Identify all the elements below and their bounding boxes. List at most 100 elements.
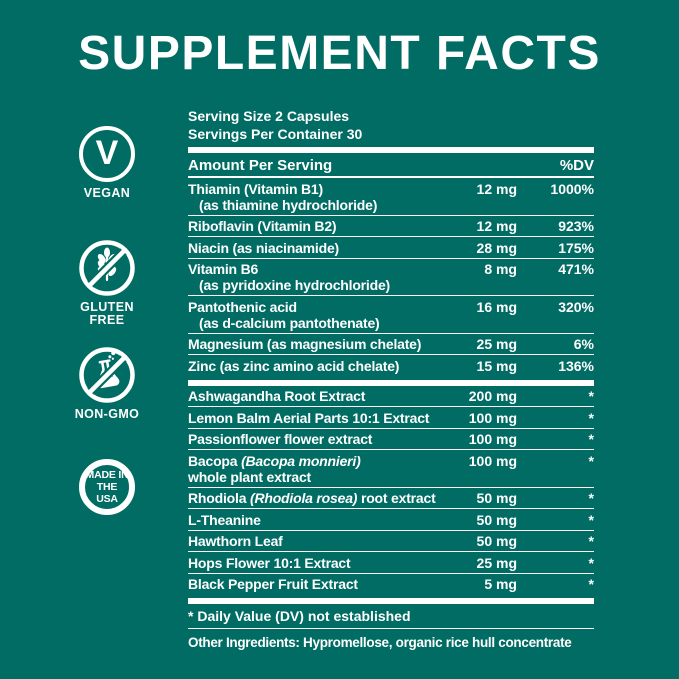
table-row: Magnesium (as magnesium chelate) 25 mg 6% bbox=[188, 334, 594, 355]
amount-value: 50 mg bbox=[476, 490, 517, 506]
dv-value: 175% bbox=[558, 239, 594, 256]
dv-value: 471% bbox=[558, 261, 594, 277]
ingredient-name: Magnesium (as magnesium chelate) bbox=[188, 336, 445, 352]
ingredient-name-part: Ashwagandha Root Extract bbox=[188, 388, 366, 404]
table-row: Niacin (as niacinamide) 28 mg 175% bbox=[188, 237, 594, 259]
dv-value: * bbox=[588, 431, 594, 447]
serving-size-line: Serving Size 2 Capsules bbox=[188, 108, 350, 124]
badge-non-gmo: NON-GMO bbox=[66, 347, 148, 421]
ingredient-name: Rhodiola (Rhodiola rosea) root extract bbox=[188, 490, 445, 506]
ingredient-name-part: L-Theanine bbox=[188, 511, 261, 528]
ingredient-name-cell: L-Theanine bbox=[188, 512, 445, 528]
table-row: L-Theanine 50 mg * bbox=[188, 509, 594, 531]
amount-per-serving-header: Amount Per Serving bbox=[188, 157, 333, 174]
ingredient-name: L-Theanine bbox=[188, 512, 445, 528]
ingredient-sub-name: whole plant extract bbox=[188, 468, 312, 485]
table-row: Rhodiola (Rhodiola rosea) root extract 50… bbox=[188, 488, 594, 509]
ingredient-name-cell: Magnesium (as magnesium chelate) bbox=[188, 336, 445, 352]
dv-value: 1000% bbox=[550, 180, 594, 197]
ingredient-name: Lemon Balm Aerial Parts 10:1 Extract bbox=[188, 410, 445, 426]
dv-value: 923% bbox=[558, 218, 594, 234]
vegan-letter: V bbox=[95, 134, 119, 172]
ingredient-name-part: Riboflavin (Vitamin B2) bbox=[188, 218, 337, 234]
daily-value-footnote: * Daily Value (DV) not established bbox=[188, 604, 594, 629]
ingredient-name: Zinc (as zinc amino acid chelate) bbox=[188, 358, 445, 374]
amount-value: 100 mg bbox=[468, 452, 517, 469]
ingredient-name-cell: Ashwagandha Root Extract bbox=[188, 388, 445, 404]
made-in-usa-ring-icon: MADE IN THE USA bbox=[79, 459, 135, 515]
ingredient-name-cell: Lemon Balm Aerial Parts 10:1 Extract bbox=[188, 410, 445, 426]
table-section-vitamins: Thiamin (Vitamin B1) (as thiamine hydroch… bbox=[188, 178, 594, 376]
ingredient-name-part: root extract bbox=[357, 490, 436, 506]
flask-crossed-icon bbox=[79, 347, 135, 403]
ingredient-name-part: (Bacopa monnieri) bbox=[241, 452, 361, 469]
ingredient-name: Niacin (as niacinamide) bbox=[188, 240, 445, 256]
ingredient-name-cell: Zinc (as zinc amino acid chelate) bbox=[188, 358, 445, 374]
badge-vegan-label: VEGAN bbox=[83, 186, 131, 200]
thick-divider bbox=[188, 379, 594, 386]
ingredient-name: Pantothenic acid bbox=[188, 299, 445, 315]
amount-value: 200 mg bbox=[468, 388, 517, 404]
amount-value: 8 mg bbox=[484, 261, 517, 277]
ingredient-name-cell: Hawthorn Leaf bbox=[188, 533, 445, 549]
dv-value: * bbox=[588, 533, 594, 549]
table-row: Black Pepper Fruit Extract 5 mg * bbox=[188, 574, 594, 595]
table-row: Pantothenic acid (as d-calcium pantothena… bbox=[188, 296, 594, 334]
ingredient-name-cell: Hops Flower 10:1 Extract bbox=[188, 555, 445, 571]
badge-made-in-usa-label: MADE IN THE USA bbox=[85, 469, 129, 505]
dv-value: * bbox=[588, 576, 594, 592]
ingredient-name-part: Rhodiola bbox=[188, 490, 250, 506]
ingredient-name: Thiamin (Vitamin B1) bbox=[188, 181, 445, 197]
v-circle-icon: V bbox=[79, 126, 135, 182]
table-header: Amount Per Serving %DV bbox=[188, 153, 594, 178]
ingredient-name-part: (Rhodiola rosea) bbox=[249, 490, 358, 506]
amount-value: 25 mg bbox=[476, 336, 517, 352]
badge-vegan: V VEGAN bbox=[66, 126, 148, 200]
ingredient-name-part: Bacopa bbox=[188, 452, 242, 469]
facts-panel: Serving Size 2 Capsules Servings Per Con… bbox=[188, 108, 594, 650]
table-row: Hops Flower 10:1 Extract 25 mg * bbox=[188, 552, 594, 574]
dv-value: 320% bbox=[558, 298, 594, 315]
ingredient-name-cell: Black Pepper Fruit Extract bbox=[188, 576, 445, 592]
ingredient-sub-name: (as thiamine hydrochloride) bbox=[199, 196, 378, 213]
table-row: Thiamin (Vitamin B1) (as thiamine hydroch… bbox=[188, 178, 594, 216]
ingredient-name-cell: Bacopa (Bacopa monnieri) whole plant extr… bbox=[188, 453, 445, 485]
table-row: Lemon Balm Aerial Parts 10:1 Extract 100 … bbox=[188, 407, 594, 429]
dv-value: * bbox=[588, 452, 594, 469]
dv-value: * bbox=[588, 554, 594, 571]
thick-divider bbox=[188, 598, 594, 604]
ingredient-name-cell: Riboflavin (Vitamin B2) bbox=[188, 218, 445, 234]
ingredient-name: Riboflavin (Vitamin B2) bbox=[188, 218, 445, 234]
wheat-crossed-icon bbox=[79, 240, 135, 296]
ingredient-name-cell: Passionflower flower extract bbox=[188, 431, 445, 447]
table-row: Hawthorn Leaf 50 mg * bbox=[188, 531, 594, 552]
badge-non-gmo-label: NON-GMO bbox=[74, 407, 140, 421]
amount-value: 50 mg bbox=[476, 533, 517, 549]
ingredient-sub-name: (as pyridoxine hydrochloride) bbox=[199, 277, 391, 293]
ingredient-name: Hops Flower 10:1 Extract bbox=[188, 555, 445, 571]
ingredient-name-part: Hops Flower 10:1 Extract bbox=[188, 554, 351, 571]
ingredient-name-cell: Vitamin B6 (as pyridoxine hydrochloride) bbox=[188, 261, 445, 293]
dv-value: * bbox=[588, 490, 594, 506]
dv-value: * bbox=[588, 409, 594, 426]
badge-gluten-free-label: GLUTEN FREE bbox=[80, 300, 134, 327]
other-ingredients-line: Other Ingredients: Hypromellose, organic… bbox=[188, 635, 572, 650]
table-row: Passionflower flower extract 100 mg * bbox=[188, 429, 594, 450]
table-row: Riboflavin (Vitamin B2) 12 mg 923% bbox=[188, 216, 594, 237]
ingredient-name-cell: Thiamin (Vitamin B1) (as thiamine hydroch… bbox=[188, 181, 445, 213]
ingredient-name: Vitamin B6 bbox=[188, 261, 445, 277]
ingredient-name: Black Pepper Fruit Extract bbox=[188, 576, 445, 592]
thick-divider bbox=[188, 147, 594, 153]
ingredient-name-part: Niacin (as niacinamide) bbox=[188, 239, 340, 256]
servings-per-container-line: Servings Per Container 30 bbox=[188, 125, 363, 142]
ingredient-name: Bacopa (Bacopa monnieri) bbox=[188, 453, 445, 469]
ingredient-name-part: Pantothenic acid bbox=[188, 298, 297, 315]
dv-value: * bbox=[588, 511, 594, 528]
amount-value: 15 mg bbox=[476, 357, 517, 374]
ingredient-name: Hawthorn Leaf bbox=[188, 533, 445, 549]
amount-value: 25 mg bbox=[476, 554, 517, 571]
ingredient-name-cell: Rhodiola (Rhodiola rosea) root extract bbox=[188, 490, 445, 506]
table-section-botanicals: Ashwagandha Root Extract 200 mg * Lemon Bal… bbox=[188, 386, 594, 595]
ingredient-name-part: Magnesium (as magnesium chelate) bbox=[188, 336, 422, 352]
